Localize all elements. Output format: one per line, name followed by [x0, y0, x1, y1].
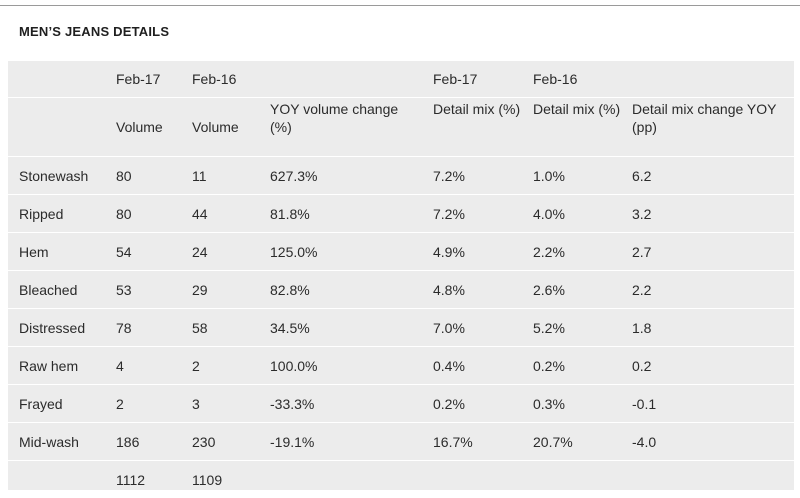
cell: 0.2% [422, 385, 522, 423]
cell: 2 [181, 347, 259, 385]
header-cell: Feb-16 [181, 61, 259, 98]
table-row: Raw hem 4 2 100.0% 0.4% 0.2% 0.2 [8, 347, 794, 385]
cell: 44 [181, 195, 259, 233]
total-cell: 1109 [181, 461, 259, 498]
table-row: Distressed 78 58 34.5% 7.0% 5.2% 1.8 [8, 309, 794, 347]
row-label: Raw hem [8, 347, 105, 385]
cell: 5.2% [522, 309, 621, 347]
table-row: Stonewash 80 11 627.3% 7.2% 1.0% 6.2 [8, 157, 794, 195]
cell: 16.7% [422, 423, 522, 461]
row-label: Mid-wash [8, 423, 105, 461]
header-cell: Feb-17 [422, 61, 522, 98]
table-row: Ripped 80 44 81.8% 7.2% 4.0% 3.2 [8, 195, 794, 233]
cell: 54 [105, 233, 181, 271]
cell: 6.2 [621, 157, 794, 195]
table-row: Hem 54 24 125.0% 4.9% 2.2% 2.7 [8, 233, 794, 271]
cell: 186 [105, 423, 181, 461]
cell: 24 [181, 233, 259, 271]
cell: 80 [105, 157, 181, 195]
cell: -4.0 [621, 423, 794, 461]
header-cell [621, 61, 794, 98]
header-row-period: Feb-17 Feb-16 Feb-17 Feb-16 [8, 61, 794, 98]
top-divider [0, 5, 800, 6]
cell: 230 [181, 423, 259, 461]
page-title: MEN’S JEANS DETAILS [19, 24, 169, 39]
cell: 0.4% [422, 347, 522, 385]
header-cell: Volume [105, 98, 181, 157]
cell: 4.0% [522, 195, 621, 233]
totals-row: 1112 1109 [8, 461, 794, 498]
table-row: Frayed 2 3 -33.3% 0.2% 0.3% -0.1 [8, 385, 794, 423]
total-cell [522, 461, 621, 498]
cell: -19.1% [259, 423, 422, 461]
total-cell [8, 461, 105, 498]
cell: 3.2 [621, 195, 794, 233]
cell: 58 [181, 309, 259, 347]
cell: 627.3% [259, 157, 422, 195]
cell: 11 [181, 157, 259, 195]
cell: 7.2% [422, 157, 522, 195]
cell: 1.8 [621, 309, 794, 347]
cell: 53 [105, 271, 181, 309]
cell: 2.7 [621, 233, 794, 271]
cell: 20.7% [522, 423, 621, 461]
cell: 82.8% [259, 271, 422, 309]
header-cell: YOY volume change (%) [259, 98, 422, 157]
cell: 4 [105, 347, 181, 385]
cell: 0.3% [522, 385, 621, 423]
cell: 4.8% [422, 271, 522, 309]
row-label: Ripped [8, 195, 105, 233]
row-label: Stonewash [8, 157, 105, 195]
cell: 7.2% [422, 195, 522, 233]
header-cell [8, 61, 105, 98]
header-cell: Detail mix (%) [522, 98, 621, 157]
cell: -33.3% [259, 385, 422, 423]
header-cell: Detail mix (%) [422, 98, 522, 157]
cell: 100.0% [259, 347, 422, 385]
table-row: Mid-wash 186 230 -19.1% 16.7% 20.7% -4.0 [8, 423, 794, 461]
cell: 0.2 [621, 347, 794, 385]
cell: 80 [105, 195, 181, 233]
cell: 2 [105, 385, 181, 423]
row-label: Distressed [8, 309, 105, 347]
row-label: Hem [8, 233, 105, 271]
cell: 1.0% [522, 157, 621, 195]
header-cell [259, 61, 422, 98]
cell: 2.6% [522, 271, 621, 309]
total-cell: 1112 [105, 461, 181, 498]
header-cell: Volume [181, 98, 259, 157]
header-cell: Detail mix change YOY (pp) [621, 98, 794, 157]
row-label: Frayed [8, 385, 105, 423]
header-cell [8, 98, 105, 157]
cell: 0.2% [522, 347, 621, 385]
cell: 2.2 [621, 271, 794, 309]
header-row-metric: Volume Volume YOY volume change (%) Deta… [8, 98, 794, 157]
cell: 78 [105, 309, 181, 347]
total-cell [422, 461, 522, 498]
cell: 4.9% [422, 233, 522, 271]
cell: 2.2% [522, 233, 621, 271]
row-label: Bleached [8, 271, 105, 309]
total-cell [259, 461, 422, 498]
cell: 125.0% [259, 233, 422, 271]
cell: 29 [181, 271, 259, 309]
total-cell [621, 461, 794, 498]
cell: 34.5% [259, 309, 422, 347]
header-cell: Feb-17 [105, 61, 181, 98]
header-cell: Feb-16 [522, 61, 621, 98]
cell: 3 [181, 385, 259, 423]
cell: -0.1 [621, 385, 794, 423]
jeans-details-table: Feb-17 Feb-16 Feb-17 Feb-16 Volume Volum… [8, 61, 794, 498]
cell: 81.8% [259, 195, 422, 233]
cell: 7.0% [422, 309, 522, 347]
table-row: Bleached 53 29 82.8% 4.8% 2.6% 2.2 [8, 271, 794, 309]
